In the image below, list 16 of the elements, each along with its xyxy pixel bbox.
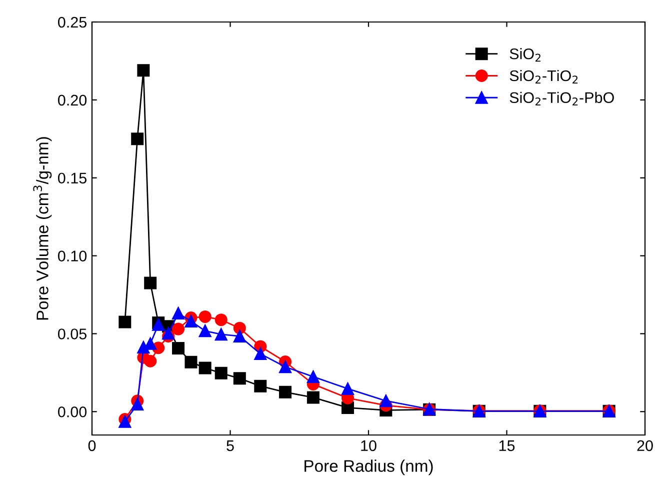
legend-label: SiO$_{2}$ xyxy=(510,48,540,62)
y-tick-label: 0.10 xyxy=(58,250,87,262)
y-tick-label: 0.20 xyxy=(58,94,87,106)
x-tick-label: 0 xyxy=(88,440,96,452)
x-tick-label: 15 xyxy=(499,440,515,452)
y-axis-title: Pore Volume (cm$^{3}$/g-nm) xyxy=(33,137,52,320)
y-tick-label: 0.25 xyxy=(58,16,86,28)
x-tick-label: 5 xyxy=(226,440,234,452)
y-tick-label: 0.00 xyxy=(58,406,87,418)
legend-label: SiO$_{2}$-TiO$_{2}$ xyxy=(510,70,578,84)
x-axis-title: Pore Radius (nm) xyxy=(304,460,433,476)
x-tick-label: 20 xyxy=(637,440,653,452)
legend-label: SiO$_{2}$-TiO$_{2}$-PbO xyxy=(510,92,614,106)
y-tick-label: 0.05 xyxy=(58,328,86,340)
x-tick-label: 10 xyxy=(361,440,376,452)
y-tick-label: 0.15 xyxy=(58,172,86,184)
